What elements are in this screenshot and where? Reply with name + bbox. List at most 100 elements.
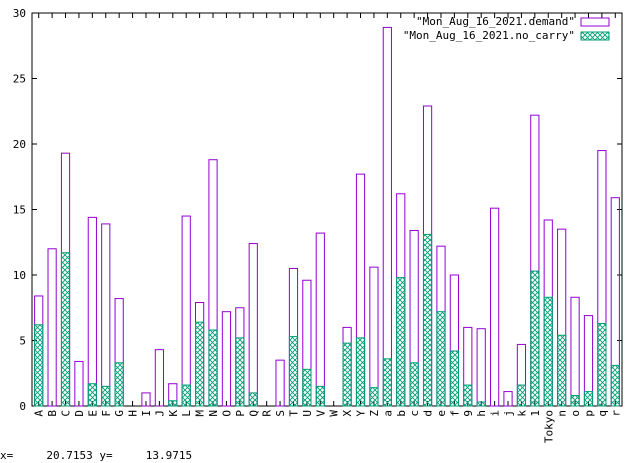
- bar-no-carry: [181, 384, 191, 407]
- bar-no-carry: [570, 395, 580, 407]
- x-tick-label: X: [341, 410, 354, 417]
- bar-demand: [248, 243, 258, 407]
- bar-no-carry: [463, 384, 473, 407]
- x-tick-label: j: [502, 410, 515, 417]
- bar-demand: [476, 328, 486, 407]
- x-tick-label: Q: [247, 410, 260, 417]
- x-tick-label: k: [515, 410, 528, 417]
- x-tick-label: R: [261, 410, 274, 417]
- y-tick-label: 5: [19, 335, 26, 348]
- x-tick-label: S: [274, 410, 287, 417]
- bar-demand: [382, 26, 392, 407]
- bar-demand: [369, 266, 379, 407]
- x-tick-label: J: [153, 410, 166, 417]
- bar-no-carry: [342, 342, 352, 407]
- bar-demand: [503, 391, 513, 407]
- legend-swatch-demand: [580, 17, 610, 27]
- bar-demand: [74, 360, 84, 407]
- x-tick-label: G: [113, 410, 126, 417]
- bar-demand: [141, 392, 151, 407]
- y-tick-label: 30: [13, 7, 26, 20]
- bar-demand: [570, 296, 580, 407]
- bar-no-carry: [369, 387, 379, 407]
- bar-no-carry: [101, 385, 111, 407]
- bar-no-carry: [87, 383, 97, 407]
- x-tick-label: o: [569, 410, 582, 417]
- bar-no-carry: [583, 391, 594, 407]
- x-tick-label: h: [475, 410, 488, 417]
- bar-demand: [315, 232, 325, 407]
- bar-no-carry: [355, 337, 366, 407]
- x-tick-label: U: [301, 410, 314, 417]
- x-tick-label: W: [328, 410, 341, 417]
- bar-no-carry: [530, 270, 540, 407]
- bar-no-carry: [288, 336, 299, 407]
- bar-no-carry: [597, 322, 607, 407]
- bar-demand: [490, 207, 500, 407]
- status-y-value: 13.9715: [145, 449, 193, 462]
- status-bar: x= 20.7153 y= 13.9715: [0, 449, 640, 463]
- y-tick-label: 20: [13, 138, 26, 151]
- bar-demand: [181, 215, 191, 407]
- x-tick-label: H: [127, 410, 140, 417]
- x-tick-label: n: [556, 410, 569, 417]
- x-tick-label: r: [609, 410, 622, 417]
- bar-no-carry: [235, 337, 245, 407]
- x-tick-label: K: [167, 410, 180, 417]
- bar-demand: [221, 311, 232, 407]
- x-tick-label: 1: [529, 410, 542, 417]
- bar-demand: [101, 223, 111, 407]
- x-tick-label: q: [596, 410, 609, 417]
- bar-demand: [47, 248, 57, 407]
- x-tick-label: F: [100, 410, 113, 417]
- bar-no-carry: [114, 362, 124, 407]
- bar-no-carry: [315, 385, 325, 407]
- bar-no-carry: [396, 277, 406, 407]
- bar-no-carry: [409, 362, 419, 407]
- bar-no-carry: [60, 252, 71, 407]
- x-tick-label: C: [60, 410, 73, 417]
- y-tick-label: 15: [13, 204, 26, 217]
- bar-no-carry: [302, 368, 312, 407]
- x-tick-label: I: [140, 410, 153, 417]
- legend-label-no-carry: "Mon_Aug_16_2021.no_carry": [403, 29, 575, 42]
- bars: [34, 26, 620, 407]
- x-tick-label: B: [46, 410, 59, 417]
- x-tick-label: i: [489, 410, 502, 417]
- bar-no-carry: [195, 321, 205, 407]
- x-tick-label: D: [73, 410, 86, 417]
- bar-no-carry: [449, 350, 459, 407]
- status-x-value: 20.7153: [46, 449, 93, 462]
- bar-demand: [87, 216, 97, 407]
- x-tick-label: O: [220, 410, 233, 417]
- status-x-label: x=: [0, 449, 14, 462]
- bar-no-carry: [476, 401, 486, 407]
- bar-no-carry: [248, 392, 258, 407]
- status-y-label: y=: [99, 449, 113, 462]
- bar-no-carry: [382, 358, 392, 407]
- x-tick-label: M: [194, 410, 207, 417]
- x-tick-label: e: [435, 410, 448, 417]
- x-tick-label: a: [381, 410, 394, 417]
- bar-no-carry: [610, 364, 620, 407]
- x-tick-label: T: [287, 410, 300, 417]
- x-tick-label: P: [234, 410, 247, 417]
- legend-swatch-no-carry: [580, 31, 610, 41]
- x-tick-label: L: [180, 410, 193, 417]
- y-tick-label: 25: [13, 73, 26, 86]
- bar-demand: [154, 349, 164, 407]
- bar-no-carry: [557, 334, 567, 407]
- x-tick-label: b: [395, 410, 408, 417]
- x-tick-label: d: [422, 410, 435, 417]
- x-tick-label: p: [582, 410, 595, 417]
- bar-no-carry: [516, 384, 527, 407]
- x-tick-label: N: [207, 410, 220, 417]
- bar-no-carry: [34, 324, 44, 407]
- bar-no-carry: [422, 233, 433, 407]
- x-tick-label: A: [33, 410, 46, 417]
- bar-no-carry: [436, 311, 446, 407]
- x-tick-label: V: [314, 410, 327, 417]
- legend-label-demand: "Mon_Aug_16_2021.demand": [416, 15, 575, 28]
- x-tick-label: Y: [355, 410, 368, 417]
